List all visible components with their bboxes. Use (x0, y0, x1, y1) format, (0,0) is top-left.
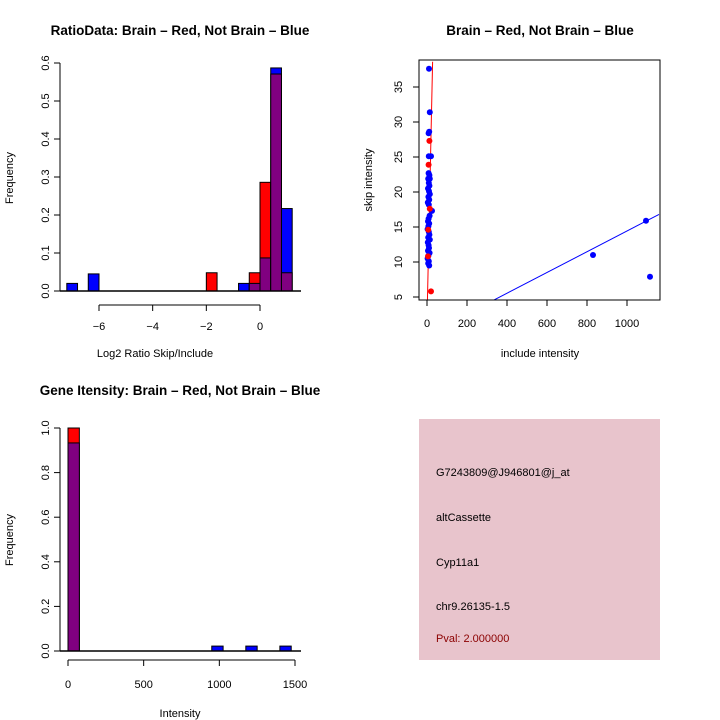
gene-intensity-y-tick-label: 0.6 (40, 510, 52, 525)
not-brain-point (647, 273, 653, 280)
info-panel: G7243809@J946801@j_at altCassette Cyp11a… (419, 419, 660, 660)
gene-intensity-xlabel: Intensity (160, 708, 201, 720)
ratio-histogram-panel: RatioData: Brain – Red, Not Brain – Blue… (4, 23, 310, 360)
gene-intensity-x-tick-label: 500 (134, 679, 152, 691)
pval-text: Pval: 2.000000 (436, 633, 509, 645)
gene-intensity-x-tick-label: 1000 (207, 679, 231, 691)
not-brain-point (426, 109, 433, 116)
ratio-histogram-xlabel: Log2 Ratio Skip/Include (97, 348, 213, 360)
ratio-histogram-bar-not-brain (238, 282, 250, 292)
ratio-histogram-y-tick-label: 0.6 (40, 55, 52, 70)
probe-id-text: G7243809@J946801@j_at (436, 467, 570, 479)
ratio-histogram-ylabel: Frequency (4, 152, 16, 204)
ratio-histogram-x-tick-label: −2 (200, 321, 213, 333)
info-panel-background (419, 419, 660, 660)
gene-intensity-y-tick-label: 0.4 (40, 554, 52, 569)
gene-intensity-x-tick-label: 0 (65, 679, 71, 691)
ratio-histogram-y-tick-label: 0.0 (40, 283, 52, 298)
ratio-histogram-y-tick-label: 0.4 (40, 131, 52, 146)
gene-intensity-y-tick-label: 0.8 (40, 465, 52, 480)
event-type-text: altCassette (436, 512, 491, 524)
intensity-scatter-panel: Brain – Red, Not Brain – Blue include in… (363, 23, 661, 360)
gene-intensity-y-tick-label: 1.0 (40, 420, 52, 435)
scatter-x-tick-label: 1000 (615, 318, 639, 330)
ratio-histogram-y-tick-label: 0.3 (40, 169, 52, 184)
ratio-histogram-bar-overlap (270, 73, 282, 292)
gene-intensity-y-tick-label: 0.2 (40, 599, 52, 614)
scatter-x-tick-label: 0 (424, 318, 430, 330)
scatter-y-tick-label: 35 (393, 81, 405, 93)
gene-name-text: Cyp11a1 (436, 557, 479, 569)
not-brain-fit-line (492, 213, 660, 300)
scatter-plot-area (424, 61, 660, 300)
ratio-histogram-y-tick-label: 0.2 (40, 207, 52, 222)
scatter-y-tick-label: 25 (393, 151, 405, 163)
ratio-histogram-x-tick-label: 0 (257, 321, 263, 333)
ratio-histogram-x-tick-label: −6 (93, 321, 106, 333)
scatter-x-tick-label: 200 (458, 318, 476, 330)
ratio-histogram-bar-brain (205, 272, 218, 292)
scatter-y-tick-label: 20 (393, 186, 405, 198)
ratio-histogram-bars (66, 67, 293, 292)
scatter-xlabel: include intensity (501, 348, 580, 360)
gene-intensity-panel: Gene Itensity: Brain – Red, Not Brain – … (4, 383, 321, 720)
ratio-histogram-x-tick-label: −4 (146, 321, 159, 333)
gene-intensity-y-tick-label: 0.0 (40, 643, 52, 658)
gene-intensity-ylabel: Frequency (4, 514, 16, 566)
location-text: chr9.26135-1.5 (436, 601, 510, 613)
gene-intensity-bars (67, 427, 292, 652)
not-brain-point (428, 153, 434, 160)
brain-point (428, 288, 434, 295)
gene-intensity-axes: 0.0 0.2 0.4 0.6 0.8 1.0 0 500 1000 1500 (40, 420, 307, 691)
ratio-histogram-bar-not-brain (66, 282, 79, 292)
scatter-x-tick-label: 400 (498, 318, 516, 330)
ratio-histogram-bar-overlap (280, 272, 293, 292)
ratio-histogram-title: RatioData: Brain – Red, Not Brain – Blue (51, 23, 310, 38)
brain-point (426, 137, 433, 144)
not-brain-point (426, 128, 433, 135)
scatter-ylabel: skip intensity (363, 148, 375, 211)
scatter-x-tick-label: 800 (578, 318, 596, 330)
brain-point (425, 253, 431, 260)
gene-intensity-bar-overlap (67, 442, 80, 652)
gene-intensity-x-tick-label: 1500 (283, 679, 307, 691)
scatter-y-tick-label: 15 (393, 221, 405, 233)
not-brain-point (426, 262, 433, 269)
gene-intensity-title: Gene Itensity: Brain – Red, Not Brain – … (40, 383, 321, 398)
scatter-y-tick-label: 10 (393, 256, 405, 268)
ratio-histogram-y-tick-label: 0.5 (40, 93, 52, 108)
not-brain-point (426, 65, 432, 72)
ratio-histogram-y-tick-label: 0.1 (40, 245, 52, 260)
scatter-title: Brain – Red, Not Brain – Blue (446, 23, 634, 38)
ratio-histogram-axes: 0.0 0.1 0.2 0.3 0.4 0.5 0.6 −6 −4 −2 0 (40, 55, 301, 333)
scatter-axes: 0 200 400 600 800 1000 5 10 15 20 25 30 35 (393, 59, 661, 330)
scatter-x-tick-label: 600 (538, 318, 556, 330)
ratio-histogram-bar-overlap (248, 282, 261, 292)
brain-point (426, 205, 433, 212)
ratio-histogram-bar-not-brain (87, 273, 100, 292)
brain-point (425, 161, 432, 168)
brain-point (425, 226, 432, 233)
not-brain-point (643, 217, 649, 224)
scatter-y-tick-label: 30 (393, 116, 405, 128)
ratio-histogram-bar-overlap (259, 257, 272, 292)
scatter-y-tick-label: 5 (393, 294, 405, 300)
scatter-plot-box (418, 59, 661, 301)
scatter-marks (424, 61, 660, 300)
not-brain-point (590, 252, 596, 258)
